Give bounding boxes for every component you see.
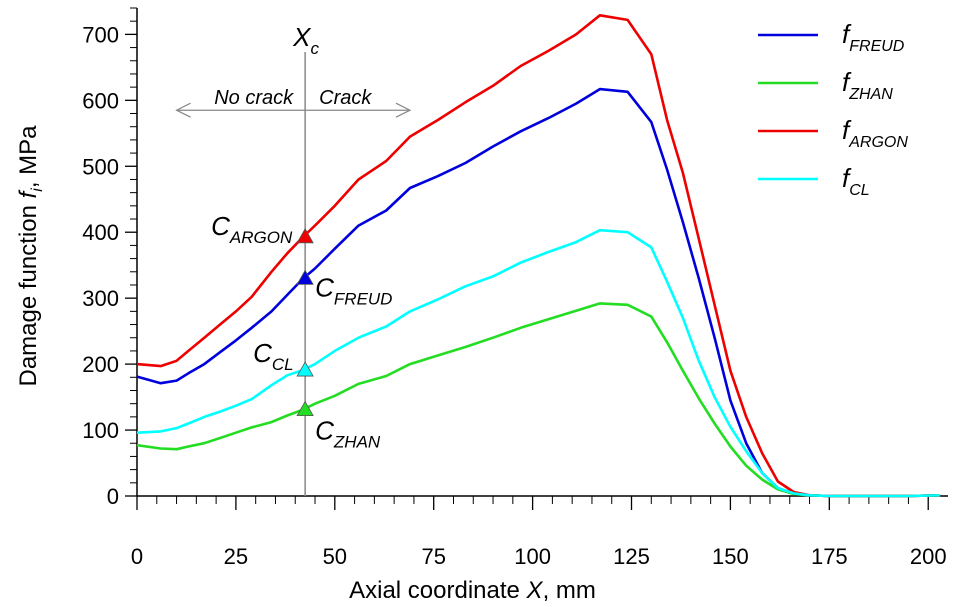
legend-label-argon: fARGON	[842, 115, 908, 151]
x-tick-label: 150	[712, 544, 749, 569]
series-line-freud	[136, 87, 941, 498]
marker-freud	[296, 269, 314, 285]
marker-label-zhan: CZHAN	[315, 416, 381, 452]
x-tick-label: 0	[131, 544, 143, 569]
x-axis-title: Axial coordinate X, mm	[349, 577, 596, 604]
axis-labels: Axial coordinate X, mm Damage function fi…	[15, 125, 596, 604]
x-tick-label: 100	[514, 544, 551, 569]
legend-label-zhan: fZHAN	[842, 67, 893, 103]
series-line-cl	[136, 228, 941, 498]
x-tick-label: 125	[613, 544, 650, 569]
legend-label-cl: fCL	[842, 163, 870, 199]
marker-cl	[296, 361, 314, 377]
legend: fFREUD fZHAN fARGON fCL	[758, 19, 908, 199]
y-tick-label: 500	[82, 154, 119, 179]
series-line-argon	[136, 14, 941, 498]
axes: 0 100 200 300 400 500 600 700 0 25 50 75 100 125 150 17…	[82, 7, 948, 569]
arrow-right-head	[395, 102, 412, 118]
x-tick-label: 50	[323, 544, 347, 569]
marker-label-freud: CFREUD	[315, 272, 392, 308]
y-tick-label: 600	[82, 88, 119, 113]
y-tick-label: 0	[107, 484, 119, 509]
series-lines	[136, 14, 941, 498]
x-tick-label: 25	[224, 544, 248, 569]
marker-zhan	[296, 400, 314, 417]
critical-markers: CARGON CFREUD CCL CZHAN	[211, 211, 392, 452]
marker-label-cl: CCL	[253, 338, 294, 374]
y-tick-label: 400	[82, 220, 119, 245]
critical-line-label: Xc	[292, 22, 319, 58]
legend-label-freud: fFREUD	[842, 19, 905, 55]
crack-label: Crack	[319, 87, 372, 109]
arrow-left-head	[175, 102, 191, 118]
marker-label-argon: CARGON	[211, 211, 293, 247]
y-tick-label: 200	[82, 352, 119, 377]
x-tick-label: 175	[811, 544, 848, 569]
y-tick-label: 300	[82, 286, 119, 311]
x-tick-label: 75	[421, 544, 445, 569]
series-line-zhan	[136, 302, 941, 498]
x-tick-label: 200	[910, 544, 947, 569]
y-tick-label: 100	[82, 418, 119, 443]
no-crack-label: No crack	[214, 87, 294, 109]
annotations: Xc No crack Crack	[175, 22, 412, 496]
y-tick-label: 700	[82, 22, 119, 47]
marker-argon	[296, 228, 314, 244]
y-axis-title: Damage function fi, MPa	[15, 125, 46, 387]
